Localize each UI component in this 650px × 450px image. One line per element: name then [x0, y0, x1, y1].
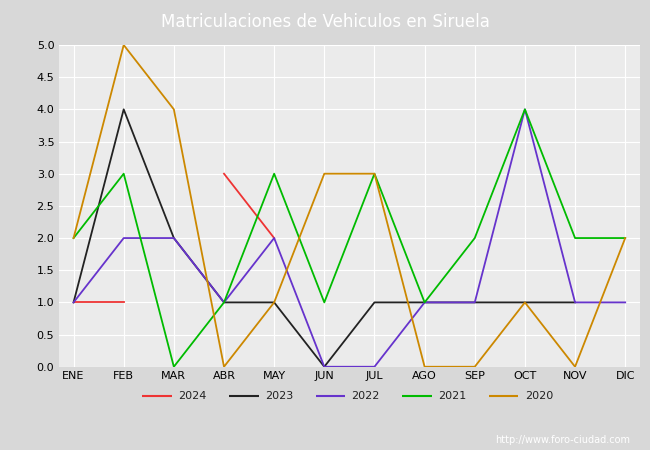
Text: http://www.foro-ciudad.com: http://www.foro-ciudad.com [495, 435, 630, 445]
Text: 2020: 2020 [525, 391, 553, 401]
Text: 2021: 2021 [438, 391, 466, 401]
Text: 2024: 2024 [178, 391, 207, 401]
Text: 2023: 2023 [265, 391, 293, 401]
Text: 2022: 2022 [352, 391, 380, 401]
Text: Matriculaciones de Vehiculos en Siruela: Matriculaciones de Vehiculos en Siruela [161, 13, 489, 31]
